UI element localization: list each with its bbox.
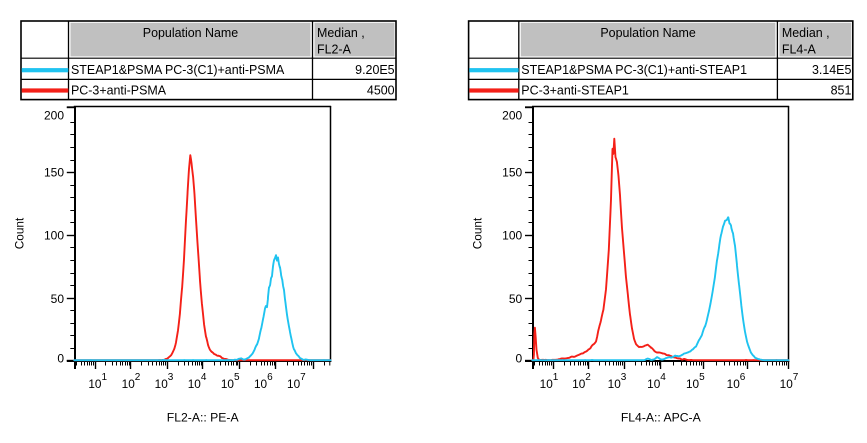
svg-text:3.14E5: 3.14E5 [812,63,852,77]
svg-text:FL4-A: FL4-A [782,43,817,57]
svg-text:Count: Count [471,217,485,249]
svg-text:9.20E5: 9.20E5 [355,63,395,77]
svg-text:PC-3+anti-STEAP1: PC-3+anti-STEAP1 [521,83,629,97]
svg-text:150: 150 [44,166,64,180]
svg-text:100: 100 [502,229,522,243]
svg-text:FL2-A: FL2-A [317,43,352,57]
svg-text:Median ,: Median , [317,26,365,40]
svg-text:0: 0 [516,352,523,366]
svg-text:150: 150 [502,166,522,180]
svg-text:Population Name: Population Name [600,26,695,40]
svg-text:STEAP1&PSMA PC-3(C1)+anti-STEA: STEAP1&PSMA PC-3(C1)+anti-STEAP1 [521,63,747,77]
svg-text:Population Name: Population Name [143,26,238,40]
svg-text:200: 200 [44,109,64,123]
svg-text:PC-3+anti-PSMA: PC-3+anti-PSMA [71,83,167,97]
svg-text:4500: 4500 [367,83,395,97]
svg-text:50: 50 [51,292,65,306]
svg-text:FL2-A:: PE-A: FL2-A:: PE-A [167,410,240,424]
svg-text:STEAP1&PSMA PC-3(C1)+anti-PSMA: STEAP1&PSMA PC-3(C1)+anti-PSMA [71,63,285,77]
svg-text:200: 200 [502,109,522,123]
svg-text:FL4-A:: APC-A: FL4-A:: APC-A [621,410,702,424]
svg-text:0: 0 [57,352,64,366]
svg-text:Count: Count [12,217,26,249]
svg-text:851: 851 [831,83,852,97]
svg-text:100: 100 [44,229,64,243]
svg-text:50: 50 [509,292,523,306]
svg-text:Median ,: Median , [782,26,830,40]
